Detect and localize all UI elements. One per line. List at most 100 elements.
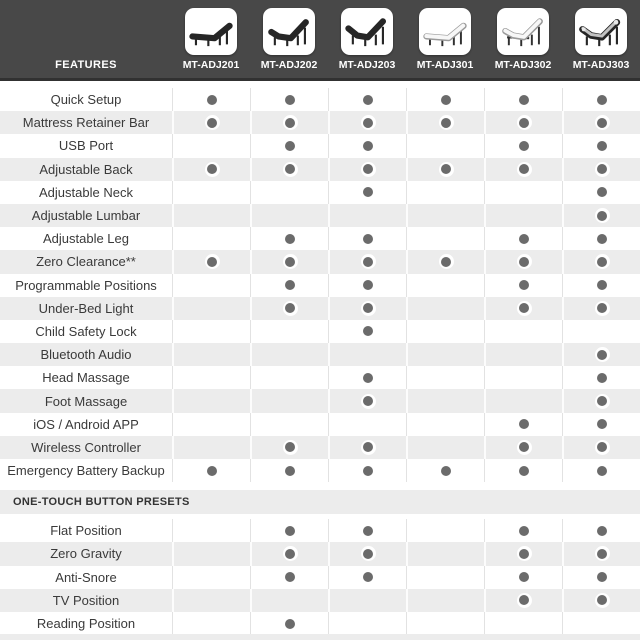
feature-row: Emergency Battery Backup (0, 459, 640, 483)
feature-included-dot-icon (207, 117, 217, 128)
product-column-mt-adj303: MT-ADJ303 (562, 0, 640, 78)
feature-label: Programmable Positions (15, 277, 157, 293)
feature-cell-mt-adj201 (172, 343, 250, 367)
feature-cell-mt-adj201 (172, 611, 250, 636)
feature-included-dot-icon (285, 256, 295, 267)
feature-row: iOS / Android APP (0, 412, 640, 436)
feature-cell-mt-adj303 (562, 611, 640, 636)
feature-row: Zero Gravity (0, 542, 640, 566)
feature-label: Child Safety Lock (35, 323, 137, 339)
feature-cell-mt-adj301 (406, 366, 484, 390)
product-model-label: MT-ADJ302 (494, 59, 552, 71)
product-thumbnail-mt-adj301[interactable] (419, 8, 471, 55)
feature-row: USB Port (0, 134, 640, 158)
feature-dot-halo (282, 300, 298, 316)
feature-cell-mt-adj303 (562, 88, 640, 112)
feature-included-dot-icon (596, 465, 607, 476)
adjustable-bed-dark-head-up-icon (268, 18, 309, 46)
feature-included-dot-icon (519, 303, 529, 314)
feature-cell-mt-adj302 (484, 111, 562, 135)
feature-dot-halo (516, 161, 532, 177)
product-thumbnail-mt-adj302[interactable] (497, 8, 549, 55)
feature-cell-mt-adj202 (250, 542, 328, 566)
feature-cell-mt-adj303 (562, 111, 640, 135)
feature-included-dot-icon (362, 94, 373, 105)
product-thumbnail-mt-adj203[interactable] (341, 8, 393, 55)
feature-cell-mt-adj203 (328, 180, 406, 204)
feature-label: Adjustable Leg (42, 231, 129, 247)
product-column-mt-adj301: MT-ADJ301 (406, 0, 484, 78)
feature-cell-mt-adj303 (562, 134, 640, 158)
feature-included-dot-icon (440, 94, 451, 105)
feature-row: Adjustable Lumbar (0, 203, 640, 228)
feature-cell-mt-adj301 (406, 227, 484, 251)
feature-cell-mt-adj301 (406, 459, 484, 483)
feature-included-dot-icon (596, 140, 607, 151)
feature-included-dot-icon (519, 548, 529, 559)
feature-dot-halo (360, 300, 376, 316)
feature-label: Head Massage (42, 370, 130, 386)
feature-label-cell: Emergency Battery Backup (0, 459, 172, 482)
feature-included-dot-icon (207, 164, 217, 175)
feature-cell-mt-adj302 (484, 519, 562, 543)
product-thumbnail-mt-adj201[interactable] (185, 8, 237, 55)
feature-dot-halo (516, 592, 532, 608)
feature-label: Zero Gravity (50, 546, 122, 562)
feature-cell-mt-adj303 (562, 319, 640, 344)
feature-dot-halo (360, 393, 376, 409)
feature-label-cell: TV Position (0, 589, 172, 612)
feature-included-dot-icon (519, 595, 529, 606)
feature-cell-mt-adj301 (406, 134, 484, 158)
feature-cell-mt-adj202 (250, 227, 328, 251)
feature-included-dot-icon (596, 525, 607, 536)
feature-dot-halo (438, 115, 454, 131)
features-heading: FEATURES (55, 59, 117, 71)
feature-dot-halo (516, 439, 532, 455)
feature-cell-mt-adj203 (328, 250, 406, 274)
feature-included-dot-icon (596, 372, 607, 383)
feature-label-cell: Zero Clearance** (0, 250, 172, 273)
feature-dot-halo (360, 92, 375, 108)
feature-cell-mt-adj303 (562, 519, 640, 543)
feature-included-dot-icon (596, 187, 607, 198)
feature-dot-halo (516, 277, 531, 293)
feature-dot-halo (282, 277, 297, 293)
feature-dot-halo (516, 546, 532, 562)
feature-included-dot-icon (362, 233, 373, 244)
feature-cell-mt-adj203 (328, 343, 406, 367)
feature-cell-mt-adj201 (172, 157, 250, 181)
feature-cell-mt-adj201 (172, 459, 250, 483)
feature-included-dot-icon (441, 256, 451, 267)
feature-included-dot-icon (284, 525, 295, 536)
feature-cell-mt-adj203 (328, 519, 406, 543)
feature-included-dot-icon (518, 572, 529, 583)
feature-label-cell: Mattress Retainer Bar (0, 111, 172, 134)
feature-cell-mt-adj301 (406, 412, 484, 436)
products-header: FEATURES MT-ADJ201 MT-ADJ202 MT-ADJ203 MT-A… (0, 0, 640, 81)
feature-included-dot-icon (363, 396, 373, 407)
feature-row: Adjustable Back (0, 157, 640, 181)
feature-dot-halo (594, 254, 610, 270)
feature-row: Anti-Snore (0, 565, 640, 589)
feature-cell-mt-adj203 (328, 88, 406, 112)
feature-cell-mt-adj301 (406, 273, 484, 297)
feature-cell-mt-adj302 (484, 296, 562, 320)
feature-dot-halo (516, 463, 531, 479)
feature-cell-mt-adj301 (406, 343, 484, 367)
product-thumbnail-mt-adj202[interactable] (263, 8, 315, 55)
feature-cell-mt-adj203 (328, 412, 406, 436)
feature-included-dot-icon (596, 419, 607, 430)
adjustable-bed-light-flat-icon (423, 22, 467, 46)
feature-label-cell: Programmable Positions (0, 274, 172, 297)
feature-cell-mt-adj202 (250, 459, 328, 483)
feature-dot-halo (204, 463, 219, 479)
feature-included-dot-icon (596, 233, 607, 244)
feature-cell-mt-adj203 (328, 157, 406, 181)
feature-cell-mt-adj201 (172, 273, 250, 297)
feature-cell-mt-adj203 (328, 611, 406, 636)
product-thumbnail-mt-adj303[interactable] (575, 8, 627, 55)
feature-label-cell: Under-Bed Light (0, 297, 172, 320)
feature-cell-mt-adj202 (250, 111, 328, 135)
adjustable-bed-mixed-head-foot-up-icon (579, 18, 621, 46)
product-model-label: MT-ADJ201 (182, 59, 240, 71)
